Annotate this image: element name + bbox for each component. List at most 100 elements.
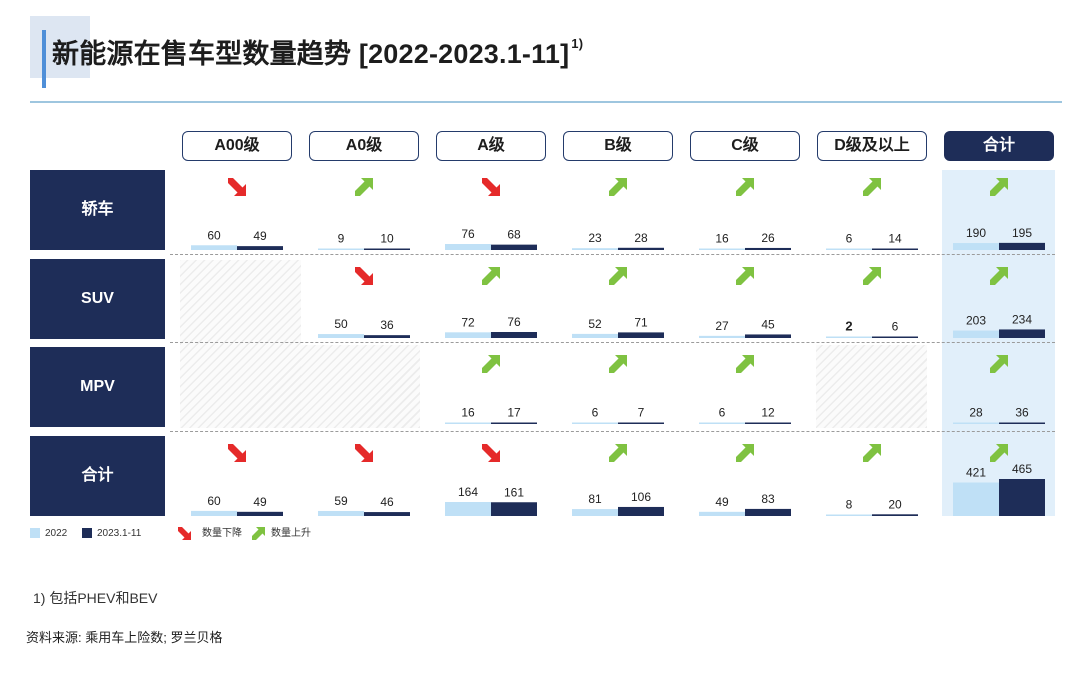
value-label-2023-r3-c0: 49 — [253, 495, 267, 509]
legend-label-2023: 2023.1-11 — [97, 528, 142, 539]
value-label-2022-r1-c3: 52 — [588, 317, 602, 331]
row-separator-2 — [170, 342, 1055, 343]
bar-2022-r3-c1 — [318, 510, 364, 516]
page-title: 新能源在售车型数量趋势 [2022-2023.1-11] 1) — [52, 32, 583, 71]
legend-label-down: 数量下降 — [202, 528, 242, 539]
bar-2022-r0-c2 — [445, 244, 491, 250]
trend-arrow-up-r2-c3 — [609, 355, 627, 373]
up-arrow-icon — [252, 527, 265, 540]
bar-2022-r3-c3 — [572, 509, 618, 516]
value-label-2023-r2-c3: 7 — [638, 406, 645, 420]
value-label-2022-r2-c3: 6 — [592, 406, 599, 420]
bar-2022-r3-c0 — [191, 510, 237, 516]
bar-2022-r0-c4 — [699, 248, 745, 250]
value-label-2023-r0-c2: 68 — [507, 228, 521, 242]
trend-arrow-up-r3-c4 — [736, 444, 754, 462]
legend-swatch-2023 — [82, 528, 92, 538]
trend-arrow-up-r3-c5 — [863, 444, 881, 462]
value-label-2023-r0-c3: 28 — [634, 231, 648, 245]
value-label-2022-r2-c4: 6 — [719, 406, 726, 420]
value-label-2023-r0-c1: 10 — [380, 232, 394, 246]
bar-2023-r2-c2 — [491, 422, 537, 424]
value-label-2023-r3-c4: 83 — [761, 492, 775, 506]
value-label-2022-r3-c5: 8 — [846, 498, 853, 512]
value-label-2022-r3-c3: 81 — [588, 492, 602, 506]
value-label-2022-r0-c5: 6 — [846, 232, 853, 246]
row-header-suv: SUV — [30, 259, 165, 339]
bar-2022-r0-c6 — [953, 243, 999, 250]
column-header-total: 合计 — [944, 131, 1054, 161]
bar-2022-r0-c5 — [826, 248, 872, 250]
bar-2022-r1-c1 — [318, 334, 364, 338]
column-header-a0: A0级 — [309, 131, 419, 161]
bar-2023-r1-c2 — [491, 332, 537, 338]
bar-2023-r3-c5 — [872, 514, 918, 516]
bar-2022-r3-c4 — [699, 511, 745, 516]
bar-2022-r1-c3 — [572, 333, 618, 338]
value-label-2022-r0-c1: 9 — [338, 232, 345, 246]
trend-arrow-down-r3-c1 — [355, 444, 373, 462]
trend-arrow-up-r3-c3 — [609, 444, 627, 462]
bar-2022-r1-c2 — [445, 332, 491, 338]
bar-2023-r3-c0 — [237, 511, 283, 516]
value-label-2022-r1-c2: 72 — [461, 315, 475, 329]
value-label-2023-r1-c5: 6 — [892, 320, 899, 334]
column-header-d: D级及以上 — [817, 131, 927, 161]
title-decoration — [30, 16, 90, 78]
bar-2022-r0-c3 — [572, 248, 618, 250]
bar-2023-r1-c1 — [364, 335, 410, 338]
row-separator-3 — [170, 431, 1055, 432]
title-accent-bar — [42, 30, 46, 88]
source-note: 资料来源: 乘用车上险数; 罗兰贝格 — [26, 630, 223, 645]
value-label-2022-r0-c2: 76 — [461, 227, 475, 241]
bar-2023-r0-c3 — [618, 247, 664, 250]
trend-arrow-up-r1-c5 — [863, 267, 881, 285]
value-label-2023-r3-c2: 161 — [504, 485, 524, 499]
trend-arrow-up-r1-c2 — [482, 267, 500, 285]
value-label-2023-r3-c6: 465 — [1012, 462, 1032, 476]
bar-2022-r2-c4 — [699, 422, 745, 424]
bar-2023-r3-c3 — [618, 506, 664, 516]
trend-arrow-up-r1-c4 — [736, 267, 754, 285]
empty-cell-hatch-mpv-a0 — [301, 345, 420, 428]
value-label-2023-r3-c5: 20 — [888, 497, 902, 511]
bar-2022-r1-c4 — [699, 335, 745, 338]
value-label-2022-r0-c4: 16 — [715, 232, 729, 246]
bar-2022-r3-c2 — [445, 502, 491, 516]
value-label-2022-r3-c2: 164 — [458, 485, 478, 499]
bar-2022-r1-c6 — [953, 330, 999, 338]
row-header-mpv: MPV — [30, 347, 165, 427]
value-label-2023-r1-c3: 71 — [634, 315, 648, 329]
value-label-2023-r0-c0: 49 — [253, 229, 267, 243]
trend-arrow-down-r0-c0 — [228, 178, 246, 196]
trend-arrow-up-r0-c5 — [863, 178, 881, 196]
footnote: 1) 包括PHEV和BEV — [33, 590, 158, 606]
value-label-2022-r0-c6: 190 — [966, 226, 986, 240]
trend-arrow-down-r3-c2 — [482, 444, 500, 462]
row-separator-1 — [170, 254, 1055, 255]
bar-2022-r0-c1 — [318, 248, 364, 250]
title-divider — [30, 101, 1062, 103]
value-label-2023-r1-c1: 36 — [380, 318, 394, 332]
value-label-2022-r1-c4: 27 — [715, 319, 729, 333]
trend-arrow-down-r3-c0 — [228, 444, 246, 462]
column-header-b: B级 — [563, 131, 673, 161]
title-text: 新能源在售车型数量趋势 [2022-2023.1-11] — [52, 39, 570, 69]
column-header-a00: A00级 — [182, 131, 292, 161]
trend-arrow-up-r1-c6 — [990, 267, 1008, 285]
bar-2022-r2-c3 — [572, 422, 618, 424]
column-header-c: C级 — [690, 131, 800, 161]
value-label-2022-r1-c1: 50 — [334, 317, 348, 331]
value-label-2023-r1-c4: 45 — [761, 317, 775, 331]
trend-arrow-up-r2-c6 — [990, 355, 1008, 373]
column-header-a: A级 — [436, 131, 546, 161]
bar-2022-r0-c0 — [191, 245, 237, 250]
bar-2023-r3-c6 — [999, 479, 1045, 516]
value-label-2023-r2-c4: 12 — [761, 406, 775, 420]
bar-2023-r1-c4 — [745, 334, 791, 338]
value-label-2023-r3-c3: 106 — [631, 490, 651, 504]
value-label-2022-r0-c0: 60 — [207, 228, 221, 242]
bar-2023-r0-c0 — [237, 246, 283, 250]
value-label-2023-r1-c6: 234 — [1012, 312, 1032, 326]
value-label-2023-r2-c6: 36 — [1015, 406, 1029, 420]
